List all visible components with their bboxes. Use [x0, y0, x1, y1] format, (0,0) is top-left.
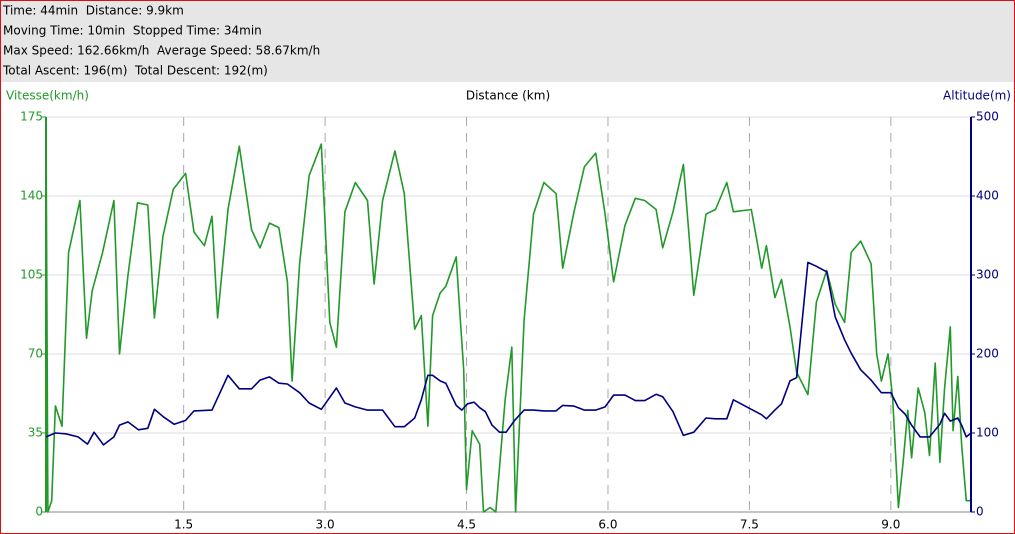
y-tick-label: 35 — [28, 426, 43, 440]
y2-tick-label: 300 — [976, 268, 999, 282]
y-tick-label: 175 — [20, 110, 43, 124]
series-line — [45, 116, 971, 513]
x-tick-label: 9.0 — [881, 518, 900, 532]
x-tick-label: 7.5 — [740, 518, 759, 532]
series-line — [45, 261, 972, 446]
stat-line: Total Ascent: 196(m) Total Descent: 192(… — [2, 64, 268, 78]
x-tick-label: 4.5 — [457, 518, 476, 532]
y-tick-label: 0 — [35, 505, 43, 519]
y-tick-label: 70 — [28, 347, 43, 361]
x-tick-label: 3.0 — [316, 518, 335, 532]
y-axis-label: Vitesse(km/h) — [6, 89, 89, 103]
stat-line: Max Speed: 162.66km/h Average Speed: 58.… — [3, 44, 320, 58]
y2-tick-label: 400 — [976, 189, 999, 203]
x-tick-label: 1.5 — [174, 518, 193, 532]
stat-line: Moving Time: 10min Stopped Time: 34min — [3, 24, 262, 38]
x-tick-label: 6.0 — [598, 518, 617, 532]
y2-tick-label: 100 — [976, 426, 999, 440]
stats-panel — [1, 1, 1014, 82]
stat-line: Time: 44min Distance: 9.9km — [2, 4, 184, 18]
x-axis-label: Distance (km) — [466, 89, 550, 103]
y-tick-label: 140 — [20, 189, 43, 203]
y-tick-label: 105 — [20, 268, 43, 282]
y2-tick-label: 500 — [976, 110, 999, 124]
y2-tick-label: 200 — [976, 347, 999, 361]
y2-tick-label: 0 — [976, 505, 984, 519]
y2-axis-label: Altitude(m) — [943, 89, 1011, 103]
